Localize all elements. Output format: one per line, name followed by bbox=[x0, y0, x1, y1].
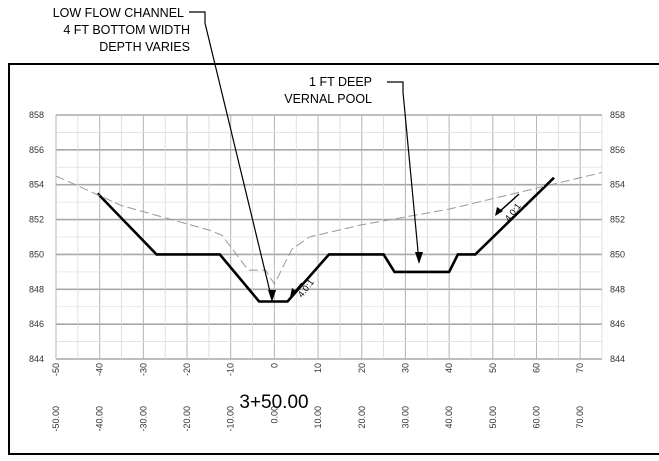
x-tick-label: 10 bbox=[313, 363, 323, 373]
x-tick-label-lower: -20.00 bbox=[182, 406, 192, 432]
slope-arrowhead-left bbox=[290, 288, 297, 297]
x-tick-label-lower: 40.00 bbox=[444, 406, 454, 429]
callout-vernal-pool: 1 FT DEEP VERNAL POOL bbox=[284, 75, 372, 106]
x-tick-label-lower: -40.00 bbox=[95, 406, 105, 432]
callout-low-flow-channel: LOW FLOW CHANNEL 4 FT BOTTOM WIDTH DEPTH… bbox=[53, 6, 190, 54]
y-tick-label-right: 848 bbox=[610, 284, 625, 294]
y-tick-label-right: 856 bbox=[610, 145, 625, 155]
y-tick-label-left: 846 bbox=[29, 319, 44, 329]
proposed-grade-line bbox=[96, 176, 555, 303]
callout-vernal-pool-line-2: VERNAL POOL bbox=[284, 92, 372, 106]
leader-line-low-flow bbox=[189, 11, 273, 301]
slope-arrow-right bbox=[497, 193, 520, 214]
y-tick-label-left: 852 bbox=[29, 215, 44, 225]
existing-grade-line bbox=[55, 172, 603, 286]
y-tick-label-right: 844 bbox=[610, 354, 625, 364]
profile-series bbox=[55, 172, 603, 303]
x-tick-label-lower: 10.00 bbox=[313, 406, 323, 429]
y-tick-label-left: 850 bbox=[29, 249, 44, 259]
y-tick-label-left: 856 bbox=[29, 145, 44, 155]
x-tick-label: 60 bbox=[531, 363, 541, 373]
x-tick-label: -50 bbox=[51, 363, 61, 376]
x-axis-lower: -50.00 -40.00 -30.00 -20.00 -10.00 0.00 10.00 2… bbox=[51, 406, 585, 432]
x-tick-label-lower: -10.00 bbox=[226, 406, 236, 432]
x-tick-label: -10 bbox=[226, 363, 236, 376]
y-tick-label-right: 858 bbox=[610, 110, 625, 120]
callout-low-flow-line-2: 4 FT BOTTOM WIDTH bbox=[63, 23, 190, 37]
x-tick-label-lower: 0.00 bbox=[269, 406, 279, 424]
y-tick-label-left: 848 bbox=[29, 284, 44, 294]
y-tick-label-right: 854 bbox=[610, 180, 625, 190]
slope-arrowhead-right bbox=[495, 207, 503, 216]
y-tick-label-left: 858 bbox=[29, 110, 44, 120]
y-tick-label-right: 850 bbox=[610, 249, 625, 259]
y-tick-label-left: 854 bbox=[29, 180, 44, 190]
y-tick-label-right: 846 bbox=[610, 319, 625, 329]
callout-low-flow-line-3: DEPTH VARIES bbox=[99, 40, 190, 54]
x-tick-label-lower: 60.00 bbox=[531, 406, 541, 429]
y-axis-right: 858 856 854 852 850 848 846 844 bbox=[610, 110, 625, 364]
x-tick-label-lower: -30.00 bbox=[138, 406, 148, 432]
x-tick-label: 70 bbox=[575, 363, 585, 373]
x-tick-label: -40 bbox=[95, 363, 105, 376]
x-tick-label: 50 bbox=[488, 363, 498, 373]
y-tick-label-left: 844 bbox=[29, 354, 44, 364]
leader-arrow-low-flow bbox=[268, 290, 276, 302]
x-tick-label: 0 bbox=[269, 363, 279, 368]
y-tick-label-right: 852 bbox=[610, 215, 625, 225]
station-label: 3+50.00 bbox=[239, 392, 308, 413]
x-axis-upper: -50 -40 -30 -20 -10 0 10 20 30 40 50 60 70 bbox=[51, 363, 585, 376]
x-tick-label: 30 bbox=[400, 363, 410, 373]
x-tick-label-lower: -50.00 bbox=[51, 406, 61, 432]
x-tick-label-lower: 30.00 bbox=[400, 406, 410, 429]
sheet-border bbox=[8, 63, 659, 455]
leader-line-vernal-pool bbox=[387, 81, 420, 263]
slope-label-left: 4.0:1 bbox=[296, 277, 316, 299]
x-tick-label: 40 bbox=[444, 363, 454, 373]
x-tick-label-lower: 70.00 bbox=[575, 406, 585, 429]
x-tick-label-lower: 50.00 bbox=[488, 406, 498, 429]
leader-arrow-vernal-pool bbox=[415, 252, 423, 264]
x-tick-label: 20 bbox=[357, 363, 367, 373]
x-tick-label: -20 bbox=[182, 363, 192, 376]
x-tick-label-lower: 20.00 bbox=[357, 406, 367, 429]
callout-low-flow-line-1: LOW FLOW CHANNEL bbox=[53, 6, 184, 20]
callout-vernal-pool-line-1: 1 FT DEEP bbox=[309, 75, 372, 89]
x-tick-label: -30 bbox=[138, 363, 148, 376]
y-axis-left: 858 856 854 852 850 848 846 844 bbox=[29, 110, 44, 364]
